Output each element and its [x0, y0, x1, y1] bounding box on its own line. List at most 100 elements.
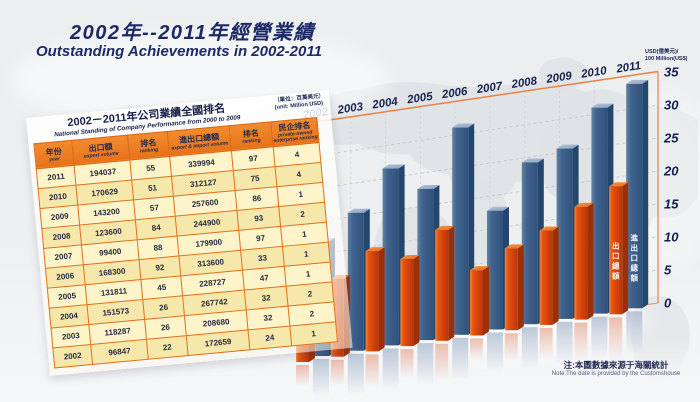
bar-export-2009-top [539, 226, 559, 231]
value-cell: 172659 [186, 329, 250, 356]
bar-reflection [470, 338, 483, 361]
bar-export-2011 [609, 182, 629, 360]
bar-reflection [591, 316, 608, 359]
year-label-2009: 2009 [545, 70, 574, 86]
bar-export-2010-front [574, 206, 588, 320]
bar-total-2009-front [556, 148, 573, 319]
bar-export-2007-front [470, 270, 483, 336]
bar-reflection [330, 359, 344, 386]
bar-total-2003-top [347, 208, 370, 213]
y-tick-label: 10 [664, 230, 679, 245]
bar-reflection [417, 343, 434, 386]
bar-reflection [574, 322, 588, 360]
y-tick-label: 15 [664, 197, 679, 212]
y-tick-label: 35 [664, 65, 679, 80]
bar-reflection [365, 354, 379, 388]
y-tick-label: 30 [664, 98, 679, 113]
y-axis-title: USD(億美元)/100 Million(US$) [645, 47, 688, 62]
year-cell: 2002 [52, 344, 93, 368]
bar-reflection [609, 317, 623, 360]
bar-reflection [504, 333, 518, 361]
bar-export-2004-front [365, 251, 379, 352]
year-label-2006: 2006 [440, 86, 469, 102]
bar-reflection [521, 327, 538, 370]
y-axis: 0 5 10 15 20 25 30 35 USD(億美元)/100 Million(US$) [645, 47, 688, 311]
bar-reflection [539, 327, 553, 360]
year-label-2003: 2003 [336, 101, 365, 117]
bar-export-2008 [504, 244, 524, 361]
bar-total-2008-front [521, 162, 538, 325]
bar-reflection [296, 365, 309, 387]
bar-reflection [556, 321, 573, 364]
footnote-en: Note:The date is provided by the Customs… [551, 370, 681, 377]
bar-export-2009-front [539, 230, 553, 325]
y-tick-label: 0 [664, 296, 672, 311]
bar-total-2006-front [452, 127, 469, 335]
year-axis: (年份/Year)2002200320042005200620072008200… [297, 60, 642, 122]
bar-reflection [382, 348, 399, 391]
bar-total-2010-top [591, 103, 614, 108]
bar-export-2005-front [400, 258, 414, 347]
bar-export-2005 [400, 254, 420, 378]
value-cell: 24 [248, 326, 292, 350]
bar-total-2005-top [417, 184, 440, 189]
legend-total-label: 進出口總額 [629, 232, 638, 282]
bar-reflection [347, 353, 364, 396]
bar-total-2003-front [347, 212, 364, 351]
bar-total-2007-top [487, 206, 509, 211]
plane-top-edge [301, 70, 659, 125]
bar-reflection [626, 311, 643, 354]
bar-total-2011-top [626, 79, 649, 84]
bar-export-2006-top [435, 225, 455, 230]
bar-total-2011-side [642, 79, 649, 309]
year-label-2010: 2010 [579, 65, 608, 81]
value-cell: 22 [146, 335, 189, 360]
page-title-zh: 2002年--2011年經營業績 [70, 22, 315, 44]
table-body: 2011 194037 55 339994 97 4 2010 170629 51 312127 7… [36, 142, 338, 368]
bar-reflection [313, 359, 329, 397]
bar-export-2007-side [483, 266, 489, 336]
bar-export-2010 [574, 202, 594, 360]
ranking-table-panel: （單位：百萬美元） (unit: Million USD) 2002－2011年… [26, 89, 353, 376]
year-label-2007: 2007 [475, 80, 504, 96]
year-label-2011: 2011 [615, 60, 642, 76]
bar-export-2006 [435, 225, 455, 381]
bar-export-2008-top [504, 244, 524, 249]
bar-total-2007 [487, 206, 509, 372]
y-tick-label: 5 [664, 263, 672, 278]
bar-export-2004 [365, 247, 385, 388]
bar-reflection [452, 337, 469, 380]
bar-reflection [435, 343, 449, 381]
bar-export-2008-side [517, 244, 524, 331]
year-label-2005: 2005 [405, 91, 434, 107]
y-tick-label: 25 [663, 131, 679, 146]
bar-export-2009-side [552, 226, 559, 325]
bar-reflection [400, 349, 414, 378]
page-title: 2002年--2011年經營業績 Outstanding Achievement… [36, 22, 322, 61]
bar-export-2007 [470, 266, 489, 361]
value-cell: 96847 [90, 339, 149, 365]
bar-total-2007-front [487, 210, 503, 330]
bar-export-2011-side [622, 182, 629, 315]
bar-export-2004-top [365, 247, 385, 252]
ranking-table: 年份 year 出口額 export volume 排名 ranking 進出口總額 expo… [33, 116, 339, 369]
bar-total-2010-front [591, 107, 608, 314]
bar-export-2010-side [587, 202, 594, 320]
bar-export-2004-side [378, 247, 385, 352]
bar-export-2008-front [504, 248, 518, 331]
table-header-cell-0: 年份 year [33, 140, 75, 169]
page-title-en: Outstanding Achievements in 2002-2011 [36, 43, 322, 61]
bar-reflection [487, 332, 503, 372]
legend-export-label: 出口總額 [611, 240, 620, 280]
bar-export-2010-top [574, 202, 594, 207]
bar-total-2006 [452, 123, 475, 380]
bar-export-2005-top [400, 254, 420, 259]
bar-total-2008-top [521, 158, 544, 163]
unit-note: （單位：百萬美元） (unit: Million USD) [274, 93, 325, 112]
bar-export-2009 [539, 226, 559, 360]
bar-total-2011 [626, 79, 649, 354]
year-label-2008: 2008 [510, 75, 539, 91]
